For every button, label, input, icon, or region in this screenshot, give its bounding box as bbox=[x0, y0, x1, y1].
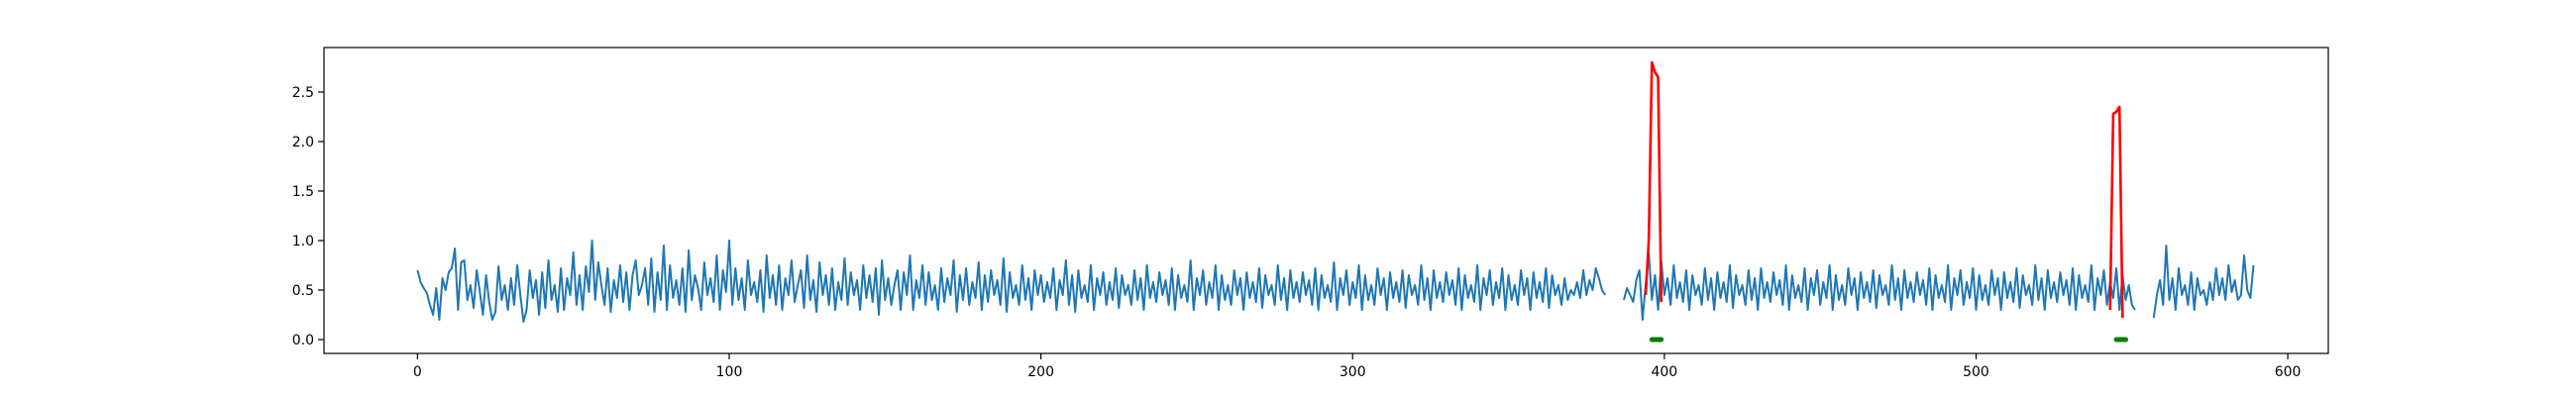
plot-frame bbox=[323, 47, 2329, 354]
x-tick-label-4: 400 bbox=[1651, 364, 1677, 380]
y-tick-label-5: 2.5 bbox=[292, 85, 314, 101]
plot-lines bbox=[416, 60, 2255, 323]
x-tick-label-2: 200 bbox=[1027, 364, 1054, 380]
series-line-base-0-0 bbox=[416, 240, 1606, 323]
series-line-anomaly-2-0 bbox=[2108, 105, 2124, 319]
y-tick-label-0: 0.0 bbox=[292, 333, 314, 348]
y-tick-label-4: 2.0 bbox=[292, 135, 314, 150]
y-tick-label-2: 1.0 bbox=[292, 234, 314, 249]
x-tick-label-5: 500 bbox=[1963, 364, 1989, 380]
x-tick-label-6: 600 bbox=[2275, 364, 2302, 380]
y-tick-label-3: 1.5 bbox=[292, 184, 314, 200]
x-axis: 0 100 200 300 400 500 600 bbox=[413, 353, 2302, 380]
x-tick-label-0: 0 bbox=[413, 364, 422, 380]
series-line-base-0-1 bbox=[1622, 251, 2136, 321]
series-line-anomaly-1-0 bbox=[1644, 60, 1664, 303]
series-line-base-0-2 bbox=[2152, 245, 2255, 319]
x-tick-label-3: 300 bbox=[1340, 364, 1366, 380]
y-tick-label-1: 0.5 bbox=[292, 283, 314, 299]
y-axis: 0.0 0.5 1.0 1.5 2.0 2.5 bbox=[292, 85, 324, 348]
x-tick-label-1: 100 bbox=[716, 364, 743, 380]
